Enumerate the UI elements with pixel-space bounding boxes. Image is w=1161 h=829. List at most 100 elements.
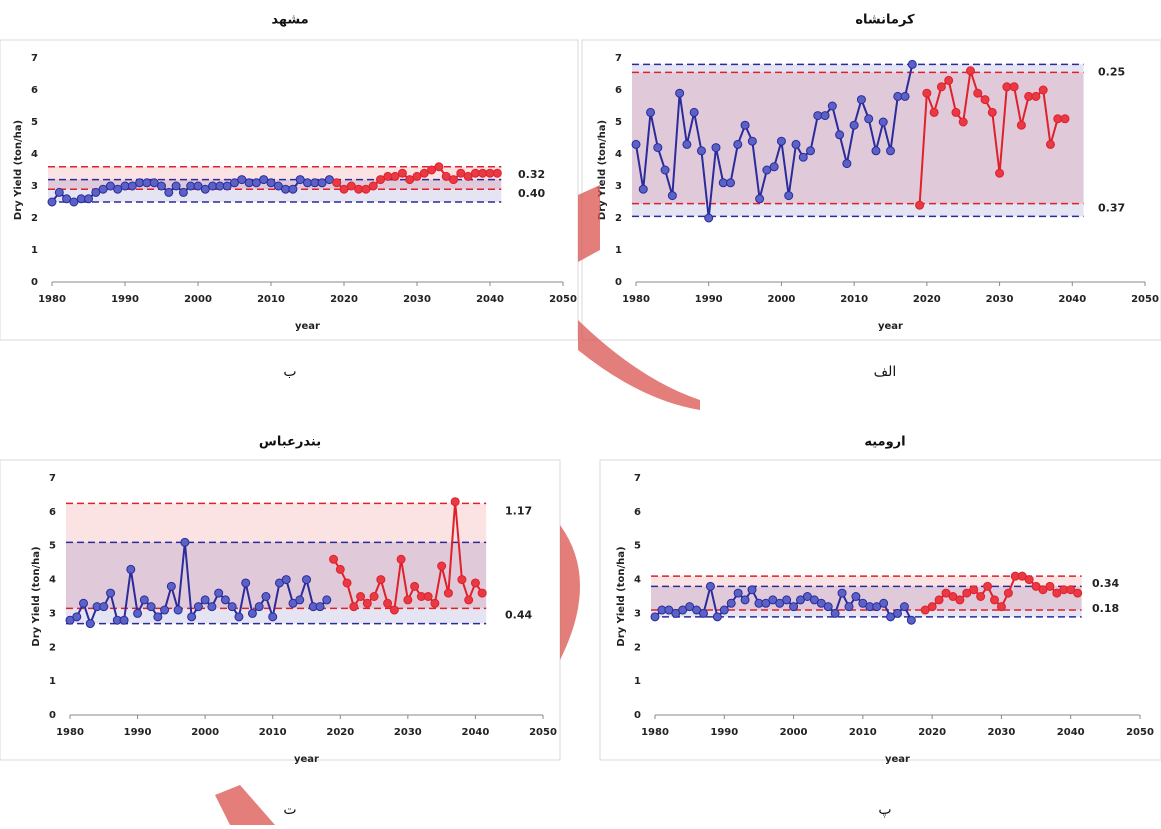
y-tick-label: 7: [615, 53, 622, 64]
data-point: [350, 603, 358, 611]
data-point: [632, 140, 640, 148]
data-point: [158, 182, 166, 190]
data-point: [705, 214, 713, 222]
data-point: [690, 108, 698, 116]
data-point: [900, 603, 908, 611]
data-point: [188, 613, 196, 621]
data-point: [1025, 576, 1033, 584]
data-point: [713, 613, 721, 621]
data-point: [683, 140, 691, 148]
data-point: [984, 582, 992, 590]
data-point: [471, 169, 479, 177]
x-tick-label: 2030: [403, 294, 431, 305]
y-tick-label: 2: [49, 642, 56, 653]
y-tick-label: 1: [615, 245, 622, 256]
data-point: [92, 188, 100, 196]
data-point: [363, 599, 371, 607]
y-tick-label: 0: [49, 710, 56, 721]
data-point: [930, 108, 938, 116]
x-tick-label: 1990: [111, 294, 139, 305]
watermark-shape: [578, 185, 600, 262]
data-point: [174, 606, 182, 614]
data-point: [140, 596, 148, 604]
data-point: [836, 131, 844, 139]
data-point: [654, 144, 662, 152]
x-tick-label: 2020: [913, 294, 941, 305]
data-point: [966, 67, 974, 75]
x-tick-label: 2050: [1126, 727, 1154, 738]
data-point: [444, 589, 452, 597]
y-axis-label: Dry Yield (ton/ha): [13, 120, 24, 220]
data-point: [493, 169, 501, 177]
y-tick-label: 4: [49, 575, 56, 586]
chart-title: مشهد: [271, 13, 308, 28]
data-point: [215, 589, 223, 597]
data-point: [991, 596, 999, 604]
data-point: [231, 179, 239, 187]
y-tick-label: 6: [31, 85, 38, 96]
data-point: [333, 179, 341, 187]
data-point: [398, 169, 406, 177]
data-point: [748, 586, 756, 594]
x-tick-label: 1990: [710, 727, 738, 738]
data-point: [1032, 92, 1040, 100]
data-point: [340, 185, 348, 193]
data-point: [988, 108, 996, 116]
x-tick-label: 2030: [988, 727, 1016, 738]
data-point: [181, 538, 189, 546]
data-point: [458, 576, 466, 584]
data-point: [887, 147, 895, 155]
y-axis-label: Dry Yield (ton/ha): [31, 546, 42, 646]
data-point: [208, 603, 216, 611]
annotation: 1.17: [505, 504, 532, 517]
x-tick-label: 2040: [462, 727, 490, 738]
data-point: [228, 603, 236, 611]
data-point: [996, 169, 1004, 177]
x-tick-label: 2010: [259, 727, 287, 738]
data-point: [406, 176, 414, 184]
data-point: [478, 589, 486, 597]
data-point: [734, 140, 742, 148]
data-point: [712, 144, 720, 152]
data-point: [1046, 140, 1054, 148]
caption: پ: [878, 802, 891, 818]
x-tick-label: 2040: [476, 294, 504, 305]
data-point: [252, 179, 260, 187]
data-point: [377, 176, 385, 184]
y-tick-label: 7: [49, 473, 56, 484]
data-point: [165, 188, 173, 196]
y-tick-label: 6: [615, 85, 622, 96]
annotation: 0.37: [1098, 201, 1125, 214]
x-axis-label: year: [878, 321, 903, 332]
y-tick-label: 0: [634, 710, 641, 721]
y-tick-label: 0: [31, 277, 38, 288]
data-point: [267, 179, 275, 187]
data-point: [471, 579, 479, 587]
y-axis-label: Dry Yield (ton/ha): [616, 546, 627, 646]
data-point: [450, 176, 458, 184]
x-tick-label: 2030: [986, 294, 1014, 305]
data-point: [255, 603, 263, 611]
y-tick-label: 1: [31, 245, 38, 256]
data-point: [792, 140, 800, 148]
y-tick-label: 0: [615, 277, 622, 288]
y-tick-label: 5: [31, 117, 38, 128]
data-point: [201, 185, 209, 193]
data-point: [330, 555, 338, 563]
chart-title: ارومیه: [864, 435, 905, 450]
data-point: [974, 89, 982, 97]
x-tick-label: 2020: [918, 727, 946, 738]
data-point: [318, 179, 326, 187]
chart-panel: کرمانشاهالفyearDry Yield (ton/ha)0123456…: [582, 13, 1161, 381]
data-point: [179, 188, 187, 196]
x-axis-label: year: [295, 321, 320, 332]
data-point: [73, 613, 81, 621]
data-point: [639, 185, 647, 193]
x-tick-label: 2000: [191, 727, 219, 738]
data-point: [242, 579, 250, 587]
x-tick-label: 2020: [330, 294, 358, 305]
x-tick-label: 2000: [780, 727, 808, 738]
data-point: [1039, 86, 1047, 94]
data-point: [1017, 121, 1025, 129]
